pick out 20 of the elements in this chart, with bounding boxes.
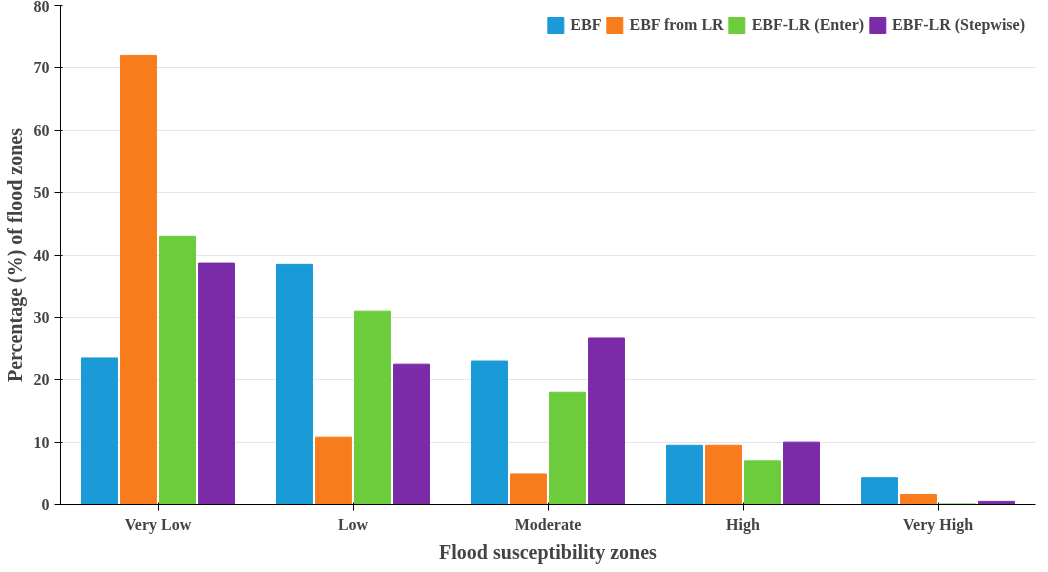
legend-label: EBF [570,16,602,34]
legend-label: EBF-LR (Stepwise) [892,16,1025,34]
y-tick-label: 10 [33,433,50,451]
x-axis-title: Flood susceptibility zones [439,540,658,564]
legend-label: EBF-LR (Enter) [751,16,865,34]
y-tick-label: 30 [33,308,50,326]
x-tick-label: High [726,515,760,534]
x-tick-label: Very High [902,515,974,534]
x-tick-label: Low [337,515,369,533]
y-tick-label: 20 [33,371,50,389]
y-tick-label: 80 [33,0,50,15]
y-tick-label: 50 [33,184,50,202]
legend-label: EBF from LR [629,16,724,34]
y-axis-title: Percentage (%) of flood zones [3,127,27,382]
x-tick-label: Very Low [124,515,192,534]
x-tick-label: Moderate [514,515,582,533]
y-tick-label: 0 [41,496,50,513]
y-tick-label: 40 [33,246,50,264]
y-tick-label: 70 [33,59,50,77]
y-tick-label: 60 [33,121,50,139]
